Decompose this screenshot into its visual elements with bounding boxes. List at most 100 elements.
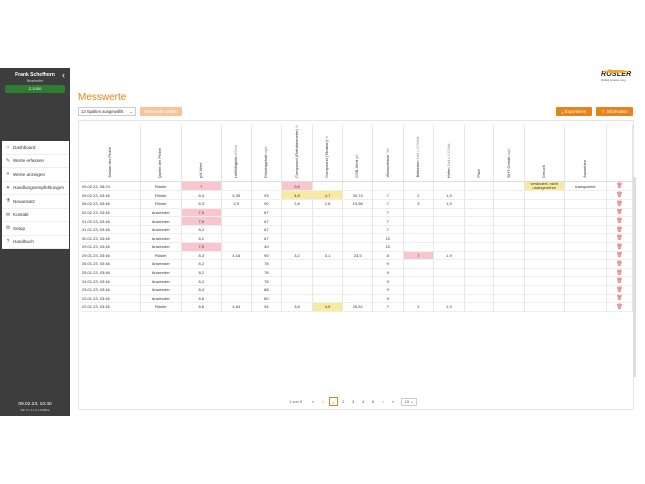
trash-icon[interactable]: 🗑 [606, 216, 633, 226]
table-row[interactable]: 02.02.23, 03:46 Anwender 7,9 67 7 🗑 [81, 208, 633, 218]
cell-leit [221, 294, 252, 304]
table-scrollbar[interactable] [633, 177, 636, 377]
trash-icon[interactable]: 🗑 [606, 233, 633, 243]
cell-ctit [312, 233, 344, 243]
page-number-button[interactable]: 3 [352, 399, 355, 404]
table-row[interactable]: 09.02.23, 03:46 Rösler 8,4 5,39 93 4,8 4,7 30,7… [81, 190, 633, 200]
cell-hefe [433, 225, 465, 235]
trash-icon[interactable]: 🗑 [606, 251, 633, 261]
cell-aussehen [564, 259, 608, 269]
page-number-button[interactable]: 1 [328, 397, 338, 406]
cell-hefe [433, 208, 465, 218]
prev-page-button[interactable]: ‹ [322, 399, 324, 404]
gear-icon: ⚙ [5, 225, 11, 232]
column-header[interactable]: Wasserhärte °dH [372, 125, 404, 182]
column-header[interactable]: Compound (Refraktometer) % [281, 125, 313, 182]
sidebar-item-neuansatz[interactable]: ⚗ Neuansatz [2, 195, 69, 209]
trash-icon[interactable]: 🗑 [606, 190, 633, 200]
sidebar-item-setup[interactable]: ⚙ Setup [2, 222, 69, 236]
next-page-button[interactable]: › [382, 399, 384, 404]
column-header[interactable]: Aussehen [564, 125, 608, 182]
column-header[interactable]: Datum der Probe [81, 125, 141, 182]
column-header[interactable]: Bakterien Zahl x 1000/mL [403, 125, 435, 182]
cell-hard: 9 [372, 285, 404, 295]
sidebar-item-werte-anzeigen[interactable]: ≡ Werte anzeigen [2, 168, 69, 182]
cell-aussehen [564, 208, 608, 218]
trash-icon[interactable]: 🗑 [606, 225, 633, 235]
column-header-label: Aussehen [582, 160, 588, 178]
page-number-button[interactable]: 2 [342, 399, 345, 404]
table-row[interactable]: 08.02.23, 03:46 Rösler 8,3 2,9 90 2,8 2,8 19,96… [81, 199, 633, 209]
cell-date: 23.01.23, 03:46 [81, 285, 141, 295]
column-header[interactable]: Hefen Zahl x 1000/mL [433, 125, 465, 182]
cell-bht [493, 199, 525, 209]
trash-icon[interactable]: 🗑 [606, 276, 633, 286]
cell-bakt [403, 259, 435, 269]
trash-icon[interactable]: 🗑 [606, 259, 633, 269]
column-header[interactable]: BHT-Gehalt mg/L [493, 125, 525, 182]
column-header[interactable]: Compound (Titration) % [312, 125, 344, 182]
cell-cref: 3,8 [281, 302, 313, 312]
trash-icon[interactable]: 🗑 [606, 199, 633, 209]
last-page-button[interactable]: » [392, 399, 395, 404]
cell-source: Anwender [140, 216, 182, 226]
trash-icon[interactable]: 🗑 [606, 181, 633, 192]
cell-cref: 2,8 [281, 199, 313, 209]
check-values-button[interactable]: Messwerte prüfen [140, 107, 182, 116]
cell-aussehen [564, 199, 608, 209]
column-label: Wasserhärte [384, 155, 390, 178]
page-size-select[interactable]: 15 ⌄ [401, 397, 418, 406]
table-row[interactable]: 22.01.23, 03:46 Rösler 8,6 4,64 94 3,8 4,5 26,5… [81, 302, 633, 312]
table-row[interactable]: 29.01.23, 03:46 Anwender 7,9 49 10 🗑 [81, 242, 633, 252]
column-header[interactable]: Leitfähigkeit mS/cm [221, 125, 252, 182]
sidebar-item-werte-erfassen[interactable]: ✎ Werte erfassen [2, 155, 69, 168]
cell-date: 25.01.23, 03:46 [81, 268, 141, 278]
table-row[interactable]: 25.01.23, 03:46 Anwender 8,2 78 9 🗑 [81, 268, 633, 278]
first-page-button[interactable]: « [312, 399, 315, 404]
column-header-label: Datum der Probe [107, 147, 113, 177]
cell-csb: 23,5 [342, 251, 374, 261]
cell-bakt: 7 [403, 251, 435, 261]
column-label: Compound (Refraktometer) [293, 129, 299, 178]
cell-date: 26.01.23, 03:46 [81, 259, 141, 269]
table-row[interactable]: 31.01.23, 03:46 Anwender 8,2 67 7 🗑 [81, 225, 633, 235]
column-header[interactable]: Pilze [464, 125, 495, 182]
trash-icon[interactable]: 🗑 [606, 294, 633, 304]
cell-aussehen [564, 294, 608, 304]
export-button[interactable]: ⤓ Exportieren [556, 107, 592, 116]
table-row[interactable]: 29.01.23, 03:46 Rösler 8,3 4,16 90 3,2 3,1 23,5… [81, 251, 633, 261]
table-row[interactable]: 30.01.23, 03:46 Anwender 8,2 67 10 🗑 [81, 233, 633, 243]
columns-select[interactable]: 13 Spalten ausgewählt ⌄ [78, 107, 136, 116]
table-row[interactable]: 01.02.23, 03:46 Anwender 7,9 67 7 🗑 [81, 216, 633, 226]
trash-icon[interactable]: 🗑 [606, 208, 633, 218]
trash-icon[interactable]: 🗑 [606, 285, 633, 295]
table-row[interactable]: 22.01.23, 03:46 Anwender 8,6 80 9 🗑 [81, 294, 633, 304]
column-header[interactable]: Geruch [524, 125, 565, 182]
cell-bakt [403, 216, 435, 226]
page-number-button[interactable]: 5 [372, 399, 375, 404]
trash-icon[interactable]: 🗑 [606, 302, 633, 312]
table-row[interactable]: 09.02.23, 08:24 Rösler 7 0,5 verändert, nich… [81, 181, 633, 192]
information-button[interactable]: ⓘ Information [596, 107, 633, 116]
page-number-button[interactable]: 4 [362, 399, 365, 404]
trash-icon[interactable]: 🗑 [606, 268, 633, 278]
column-label: Bakterien [415, 160, 421, 178]
table-row[interactable]: 26.01.23, 03:46 Anwender 8,2 78 9 🗑 [81, 259, 633, 269]
user-block: Frank Schefhorn Bearbeiter [4, 72, 66, 83]
sidebar-item-dashboard[interactable]: ⌂ Dashboard [2, 141, 69, 155]
table-row[interactable]: 24.01.23, 03:46 Anwender 8,2 78 9 🗑 [81, 276, 633, 286]
trash-icon[interactable]: 🗑 [606, 242, 633, 252]
cell-chlor: 94 [251, 302, 283, 312]
device-badge[interactable]: Z-1000 [5, 85, 65, 93]
column-header[interactable]: Chloridgehalt mg/L [251, 125, 283, 182]
column-header[interactable]: CSB-Wert g/L [342, 125, 374, 182]
sidebar-item-handlungsempfehlungen[interactable]: ✦ Handlungsempfehlungen [2, 182, 69, 195]
sidebar-item-kontakt[interactable]: ✉ Kontakt [2, 209, 69, 222]
table-row[interactable]: 23.01.23, 03:46 Anwender 8,4 88 9 🗑 [81, 285, 633, 295]
cell-source: Rösler [140, 251, 182, 261]
cell-bht [493, 259, 525, 269]
collapse-sidebar-icon[interactable]: ‹ [62, 70, 65, 80]
sidebar-item-handbuch[interactable]: ? Handbuch [2, 236, 69, 249]
column-header[interactable]: Quelle der Probe [140, 125, 182, 182]
column-header[interactable]: pH-Wert [181, 125, 223, 182]
